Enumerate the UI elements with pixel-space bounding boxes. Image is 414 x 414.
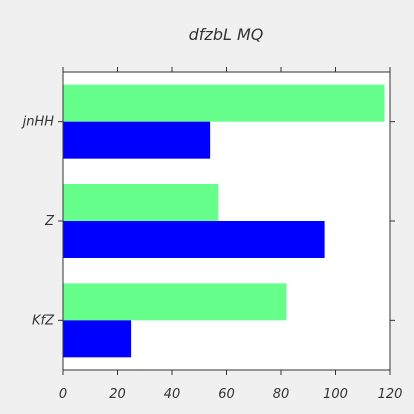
bar-z-series-2 [63, 221, 325, 258]
x-tick-label: 20 [109, 387, 126, 402]
y-tick-label: jnHH [21, 115, 55, 130]
bar-jnhh-series-2 [63, 121, 211, 159]
bar-kfz-series-1 [63, 283, 287, 321]
chart-title: dfzbL MQ [189, 25, 264, 44]
x-tick-label: 0 [59, 387, 67, 402]
x-tick-label: 40 [164, 387, 181, 402]
x-tick-label: 120 [378, 387, 403, 402]
ticks-group: jnHH Z KfZ 0 20 40 60 80 100 120 [21, 67, 403, 402]
x-tick-label: 100 [323, 387, 348, 402]
x-tick-label: 80 [273, 387, 290, 402]
y-tick-label: Z [44, 214, 55, 229]
bar-jnhh-series-1 [63, 84, 385, 122]
bars-group [63, 84, 385, 358]
x-tick-label: 60 [218, 387, 235, 402]
bar-z-series-1 [63, 184, 219, 221]
y-tick-label: KfZ [32, 313, 55, 328]
bar-kfz-series-2 [63, 320, 132, 358]
plot-frame [62, 71, 391, 371]
